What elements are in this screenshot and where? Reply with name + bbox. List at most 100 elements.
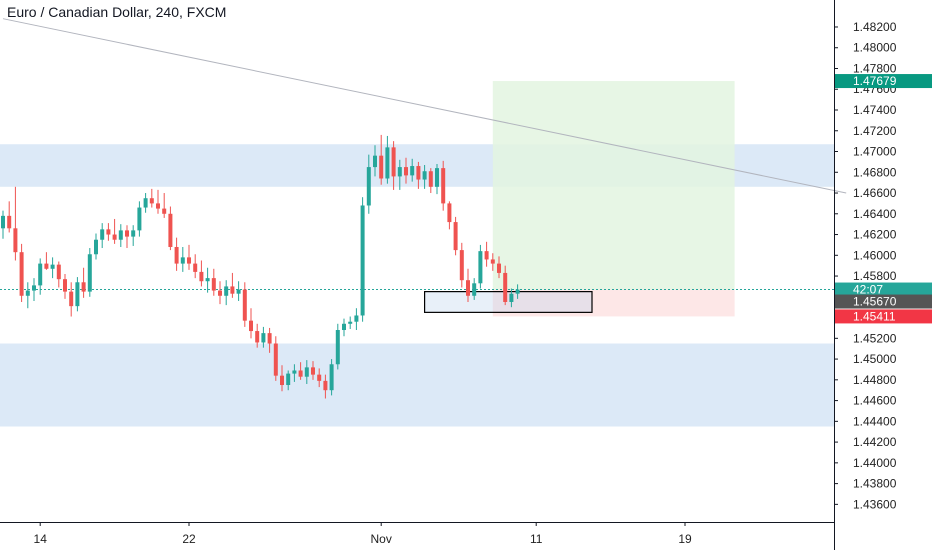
price-tick-label: 1.44800 xyxy=(853,373,897,387)
candle-body xyxy=(453,222,458,251)
candle-body xyxy=(125,230,129,237)
candle-body xyxy=(131,230,136,237)
stop-price-badge-bg xyxy=(835,309,932,324)
candle-body xyxy=(267,333,272,344)
candle xyxy=(422,165,427,189)
price-axis: 1.482001.480001.478001.476001.474001.472… xyxy=(834,0,897,550)
candle xyxy=(137,201,142,237)
candle-body xyxy=(75,282,80,307)
candle xyxy=(75,277,80,312)
candle-body xyxy=(224,286,229,296)
candle xyxy=(218,281,222,305)
target-zone xyxy=(492,81,735,290)
candle-body xyxy=(180,257,185,264)
candle-body xyxy=(94,239,98,255)
candle-body xyxy=(286,373,291,386)
candlestick-series xyxy=(1,134,520,399)
candle-body xyxy=(354,315,359,322)
candle xyxy=(168,206,173,251)
candle-body xyxy=(416,166,421,180)
candle-body xyxy=(404,167,408,176)
stop-price-badge: 1.45411 xyxy=(853,309,896,323)
candle xyxy=(242,282,247,327)
candle xyxy=(292,364,297,382)
candle-body xyxy=(304,367,309,377)
candle xyxy=(13,186,18,261)
chart-title: Euro / Canadian Dollar, 240, FXCM xyxy=(7,4,226,20)
candle-body xyxy=(199,271,204,282)
candle xyxy=(211,268,216,296)
candle-body xyxy=(13,228,18,253)
candle-body xyxy=(50,264,55,269)
candle xyxy=(100,223,105,249)
long-position-tool[interactable] xyxy=(492,81,735,317)
price-tick-label: 1.44600 xyxy=(853,394,897,408)
price-tick-label: 1.47200 xyxy=(853,124,897,138)
candle-body xyxy=(515,289,520,294)
candle xyxy=(261,326,266,348)
candle-body xyxy=(478,251,483,284)
candle xyxy=(304,360,309,384)
candle xyxy=(441,160,446,211)
candle-body xyxy=(472,283,477,296)
candle xyxy=(509,288,514,308)
candle-body xyxy=(168,213,173,247)
candle xyxy=(311,361,315,380)
price-tick-label: 1.46200 xyxy=(853,228,897,242)
price-tick-label: 1.44200 xyxy=(853,435,897,449)
candle-body xyxy=(230,286,235,294)
candle-body xyxy=(249,320,253,332)
candle-body xyxy=(292,370,297,374)
candle-body xyxy=(366,167,371,206)
candle-body xyxy=(156,203,160,209)
candle xyxy=(323,374,328,399)
target-price-badge-bg xyxy=(835,74,932,89)
candle xyxy=(385,135,390,184)
candle xyxy=(515,284,520,299)
candle xyxy=(447,201,452,230)
candle xyxy=(298,362,303,380)
candle xyxy=(131,225,136,246)
current-price-badge-bg xyxy=(835,294,932,309)
price-tick-label: 1.44000 xyxy=(853,456,897,470)
candle-body xyxy=(19,252,24,296)
candle xyxy=(360,197,365,322)
candle-body xyxy=(87,254,92,292)
price-tick-label: 1.45000 xyxy=(853,352,897,366)
candle-body xyxy=(329,364,334,391)
candle-body xyxy=(298,370,303,377)
candle xyxy=(69,282,74,317)
candle-body xyxy=(174,246,179,264)
candle xyxy=(459,242,464,288)
candle xyxy=(391,141,396,190)
price-tick-label: 1.46600 xyxy=(853,186,897,200)
candle-body xyxy=(490,259,495,264)
candle xyxy=(94,233,98,260)
candle-body xyxy=(379,155,384,179)
candle xyxy=(280,365,284,392)
candle xyxy=(335,323,340,370)
price-tick-label: 1.45800 xyxy=(853,269,897,283)
candle xyxy=(224,280,229,306)
candle-body xyxy=(63,279,67,292)
candle xyxy=(143,193,148,213)
candle xyxy=(267,327,272,353)
price-tick-label: 1.48000 xyxy=(853,41,897,55)
candle-body xyxy=(205,278,210,282)
candle xyxy=(435,163,439,195)
candle-body xyxy=(69,291,74,307)
candle xyxy=(19,243,24,302)
candle-body xyxy=(236,289,241,294)
candle xyxy=(249,308,253,339)
candle-body xyxy=(106,229,111,235)
candle-body xyxy=(242,289,247,321)
candle xyxy=(453,216,458,256)
candle-body xyxy=(81,282,86,292)
candle xyxy=(342,318,346,337)
price-tick-label: 1.48200 xyxy=(853,20,897,34)
candle-body xyxy=(317,374,322,381)
candle xyxy=(32,278,36,301)
candle xyxy=(484,241,489,267)
price-tick-label: 1.44400 xyxy=(853,414,897,428)
